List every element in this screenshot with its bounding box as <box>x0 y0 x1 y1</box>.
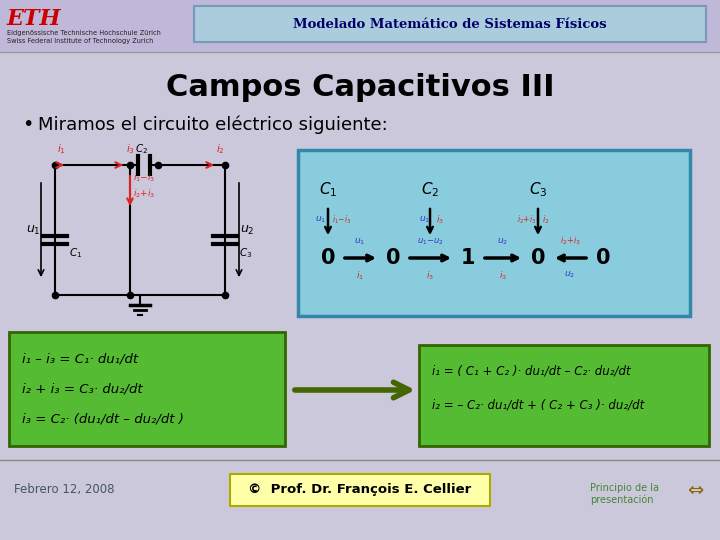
Text: •: • <box>22 116 33 134</box>
FancyBboxPatch shape <box>194 6 706 42</box>
Text: Swiss Federal Institute of Technology Zurich: Swiss Federal Institute of Technology Zu… <box>7 38 153 44</box>
Text: $i_3$: $i_3$ <box>436 214 444 226</box>
Text: $C_1$: $C_1$ <box>319 181 337 199</box>
Text: 0: 0 <box>386 248 400 268</box>
Text: i₁ – i₃ = C₁· du₁/dt: i₁ – i₃ = C₁· du₁/dt <box>22 352 138 365</box>
Text: Principio de la
presentación: Principio de la presentación <box>590 483 659 505</box>
Text: $u_2$: $u_2$ <box>498 237 508 247</box>
Text: $i_2$: $i_2$ <box>215 142 225 156</box>
Text: $i_3$: $i_3$ <box>499 269 507 281</box>
Text: $u_1$: $u_1$ <box>315 215 326 225</box>
Text: $i_3$: $i_3$ <box>125 142 135 156</box>
Text: i₂ + i₃ = C₃· du₂/dt: i₂ + i₃ = C₃· du₂/dt <box>22 382 143 395</box>
Text: 0: 0 <box>595 248 611 268</box>
Text: $i_1$$-$$i_3$: $i_1$$-$$i_3$ <box>133 171 156 184</box>
Text: $C_2$: $C_2$ <box>135 142 148 156</box>
Text: $u_1$: $u_1$ <box>26 224 40 237</box>
Text: Eidgenössische Technische Hochschule Zürich: Eidgenössische Technische Hochschule Zür… <box>7 30 161 36</box>
Text: $i_1$$-$$i_3$: $i_1$$-$$i_3$ <box>332 214 351 226</box>
Text: $u_2$: $u_2$ <box>240 224 254 237</box>
Text: $i_2$$+$$i_3$: $i_2$$+$$i_3$ <box>559 234 580 247</box>
Text: Campos Capacitivos III: Campos Capacitivos III <box>166 73 554 103</box>
Text: $i_3$: $i_3$ <box>426 269 434 281</box>
Bar <box>0 460 720 540</box>
Text: $i_2$$+$$i_3$: $i_2$$+$$i_3$ <box>133 188 156 200</box>
Bar <box>0 0 720 52</box>
Text: $i_2$: $i_2$ <box>542 214 549 226</box>
FancyBboxPatch shape <box>419 345 709 446</box>
Text: 1: 1 <box>461 248 475 268</box>
Text: $u_2$: $u_2$ <box>564 269 575 280</box>
FancyBboxPatch shape <box>9 332 285 446</box>
Text: $C_1$: $C_1$ <box>69 246 82 260</box>
Text: Modelado Matemático de Sistemas Físicos: Modelado Matemático de Sistemas Físicos <box>293 17 607 30</box>
Text: ©  Prof. Dr. François E. Cellier: © Prof. Dr. François E. Cellier <box>248 483 472 496</box>
FancyBboxPatch shape <box>298 150 690 316</box>
FancyBboxPatch shape <box>230 474 490 506</box>
Text: $C_3$: $C_3$ <box>528 181 547 199</box>
Text: $C_3$: $C_3$ <box>239 246 252 260</box>
Text: $u_1$$-$$u_2$: $u_1$$-$$u_2$ <box>417 237 444 247</box>
Text: $C_2$: $C_2$ <box>420 181 439 199</box>
Text: 0: 0 <box>320 248 336 268</box>
Text: i₂ = – C₂· du₁/dt + ( C₂ + C₃ )· du₂/dt: i₂ = – C₂· du₁/dt + ( C₂ + C₃ )· du₂/dt <box>432 398 644 411</box>
Text: Miramos el circuito eléctrico siguiente:: Miramos el circuito eléctrico siguiente: <box>38 116 388 134</box>
Text: ETH: ETH <box>7 8 61 30</box>
Text: $u_1$: $u_1$ <box>354 237 366 247</box>
Text: 0: 0 <box>531 248 545 268</box>
Text: i₃ = C₂· (du₁/dt – du₂/dt ): i₃ = C₂· (du₁/dt – du₂/dt ) <box>22 412 184 425</box>
Text: $u_1$: $u_1$ <box>419 215 431 225</box>
Text: $i_1$: $i_1$ <box>57 142 66 156</box>
Text: Febrero 12, 2008: Febrero 12, 2008 <box>14 483 114 496</box>
Text: $i_1$: $i_1$ <box>356 269 364 281</box>
Text: ⇔: ⇔ <box>687 481 703 500</box>
Text: $i_2$$+$$i_3$: $i_2$$+$$i_3$ <box>517 214 536 226</box>
Text: i₁ = ( C₁ + C₂ )· du₁/dt – C₂· du₂/dt: i₁ = ( C₁ + C₂ )· du₁/dt – C₂· du₂/dt <box>432 364 631 377</box>
